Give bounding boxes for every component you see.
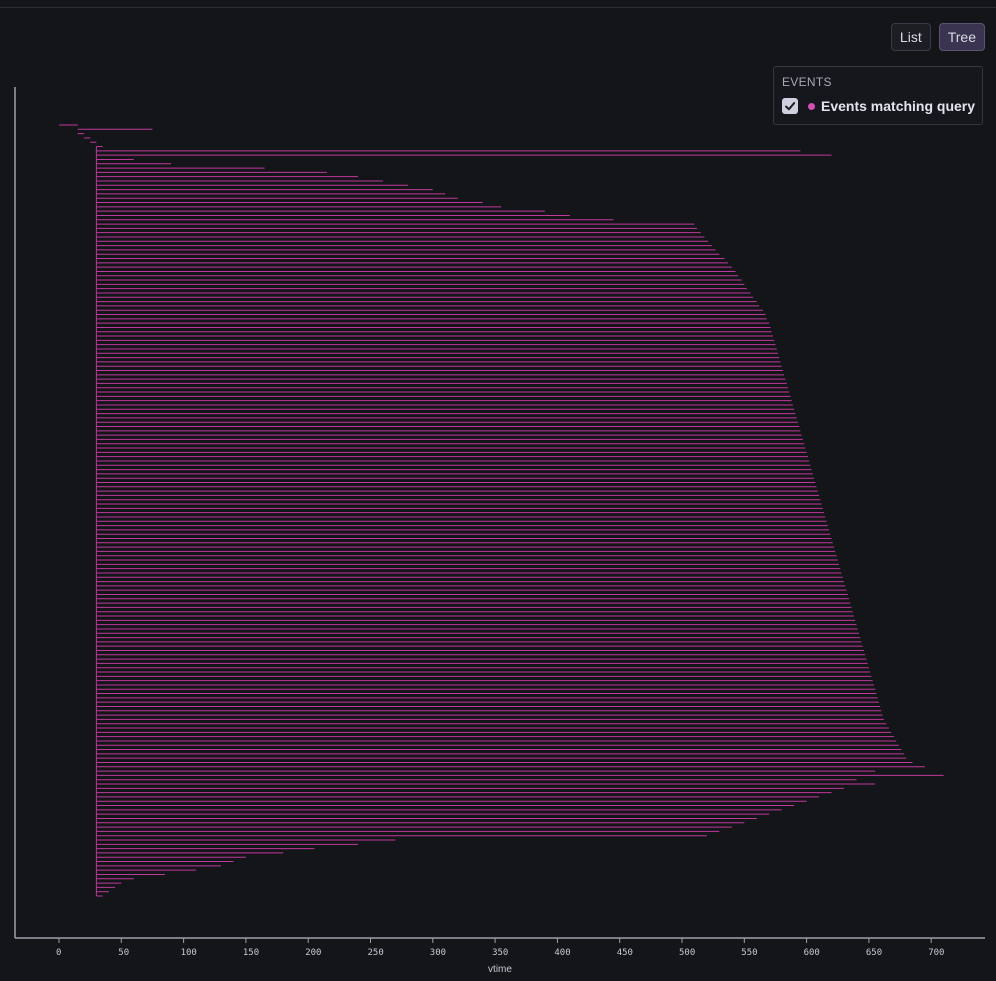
x-tick-label: 500 [679,948,695,958]
x-tick-label: 100 [181,948,197,958]
legend-checkbox[interactable] [782,98,798,114]
x-tick-label: 200 [305,948,321,958]
x-tick-label: 700 [928,948,944,958]
list-view-button[interactable]: List [890,23,931,51]
check-icon [785,102,796,111]
x-tick-label: 50 [118,948,129,958]
x-tick-label: 350 [492,948,508,958]
x-tick-label: 300 [430,948,446,958]
x-tick-label: 150 [243,948,259,958]
x-tick-label: 400 [554,948,570,958]
x-tick-label: 450 [617,948,633,958]
tree-view-button[interactable]: Tree [938,23,985,51]
x-tick-label: 650 [866,948,882,958]
top-divider [0,7,996,8]
event-spans [59,124,944,897]
legend-label: Events matching query [821,98,976,114]
view-toggle: List Tree [890,23,985,51]
x-ticks: 0 50 100 150 200 250 300 350 400 450 500 550 600 650 7… [56,938,944,958]
x-tick-label: 600 [804,948,820,958]
legend-item[interactable]: Events matching query [782,98,975,114]
legend: EVENTS Events matching query [773,66,983,125]
x-tick-label: 0 [56,948,61,958]
x-tick-label: 250 [368,948,384,958]
x-tick-label: 550 [741,948,757,958]
legend-title: EVENTS [782,75,832,89]
x-axis-label: vtime [488,964,512,975]
legend-color-dot [808,102,815,110]
